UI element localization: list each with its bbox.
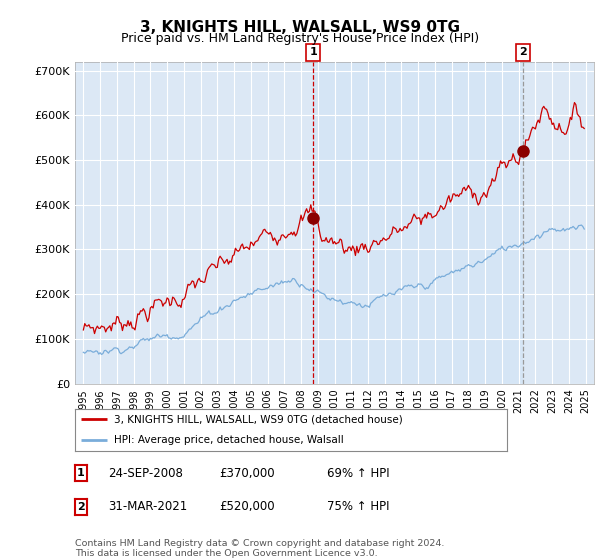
Text: 31-MAR-2021: 31-MAR-2021 [108, 500, 187, 514]
Text: 1: 1 [77, 468, 85, 478]
Text: 1: 1 [310, 48, 317, 58]
Text: 2: 2 [77, 502, 85, 512]
Text: Contains HM Land Registry data © Crown copyright and database right 2024.
This d: Contains HM Land Registry data © Crown c… [75, 539, 445, 558]
Bar [313, 62, 523, 384]
Text: Price paid vs. HM Land Registry's House Price Index (HPI): Price paid vs. HM Land Registry's House … [121, 32, 479, 45]
Text: 3, KNIGHTS HILL, WALSALL, WS9 0TG: 3, KNIGHTS HILL, WALSALL, WS9 0TG [140, 20, 460, 35]
Text: £520,000: £520,000 [219, 500, 275, 514]
Text: 69% ↑ HPI: 69% ↑ HPI [327, 466, 389, 480]
Text: 24-SEP-2008: 24-SEP-2008 [108, 466, 183, 480]
Text: £370,000: £370,000 [219, 466, 275, 480]
Text: 3, KNIGHTS HILL, WALSALL, WS9 0TG (detached house): 3, KNIGHTS HILL, WALSALL, WS9 0TG (detac… [114, 414, 403, 424]
Text: HPI: Average price, detached house, Walsall: HPI: Average price, detached house, Wals… [114, 435, 344, 445]
Text: 2: 2 [519, 48, 527, 58]
Text: 75% ↑ HPI: 75% ↑ HPI [327, 500, 389, 514]
